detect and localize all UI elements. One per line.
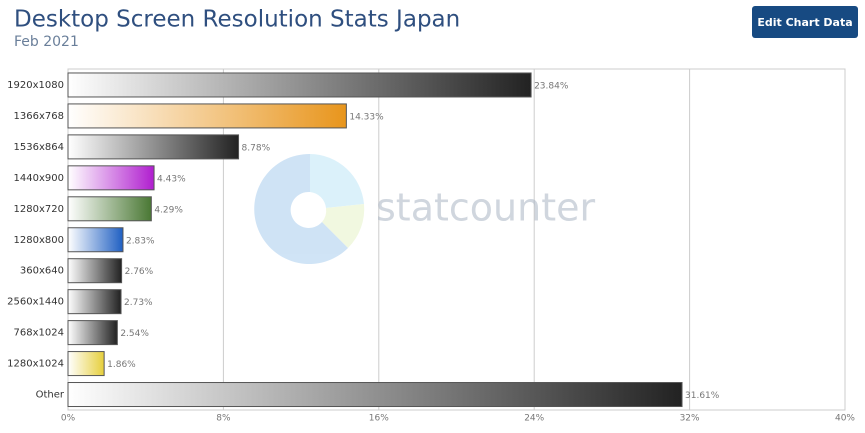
value-label: 2.54% (120, 329, 149, 339)
x-tick-label: 16% (369, 414, 389, 424)
value-label: 14.33% (349, 112, 384, 122)
bar (67, 196, 152, 222)
watermark-icon (254, 153, 348, 264)
value-label: 23.84% (534, 81, 569, 91)
x-tick-label: 40% (835, 414, 855, 424)
y-tick-label: Other (36, 390, 65, 401)
watermark-icon (322, 204, 365, 248)
y-tick-label: 1280x720 (14, 204, 64, 215)
value-label: 8.78% (242, 143, 271, 153)
y-tick-label: 768x1024 (14, 328, 64, 339)
watermark-text: statcounter (376, 186, 595, 230)
y-tick-label: 1920x1080 (7, 80, 64, 91)
bar (67, 227, 124, 253)
bar (67, 351, 105, 377)
x-tick-label: 0% (61, 414, 76, 424)
watermark: statcounter (254, 153, 595, 264)
y-tick-label: 1536x864 (14, 142, 64, 153)
y-tick-label: 1440x900 (14, 173, 64, 184)
y-tick-label: 1366x768 (14, 111, 64, 122)
edit-button[interactable] (752, 6, 858, 38)
x-tick-label: 24% (524, 414, 544, 424)
value-label: 1.86% (107, 360, 136, 370)
watermark-icon (310, 154, 364, 208)
bar (67, 258, 123, 284)
value-label: 2.76% (125, 267, 154, 277)
bar (67, 134, 240, 160)
bar (67, 320, 118, 346)
value-label: 31.61% (685, 391, 720, 401)
y-tick-label: 1280x1024 (7, 359, 64, 370)
edit-button-label[interactable]: Edit Chart Data (757, 16, 852, 29)
x-tick-label: 32% (680, 414, 700, 424)
bar (67, 165, 155, 191)
y-tick-label: 360x640 (20, 266, 64, 277)
value-label: 2.83% (126, 236, 155, 246)
bar (67, 382, 683, 408)
bar (67, 103, 347, 129)
value-label: 2.73% (124, 298, 153, 308)
chart-subtitle: Feb 2021 (14, 34, 79, 50)
value-label: 4.29% (154, 205, 183, 215)
x-tick-label: 8% (216, 414, 231, 424)
y-tick-label: 1280x800 (14, 235, 64, 246)
y-tick-label: 2560x1440 (7, 297, 64, 308)
chart-title: Desktop Screen Resolution Stats Japan (14, 7, 460, 33)
bar (67, 289, 122, 315)
value-label: 4.43% (157, 174, 186, 184)
bar (67, 72, 532, 98)
